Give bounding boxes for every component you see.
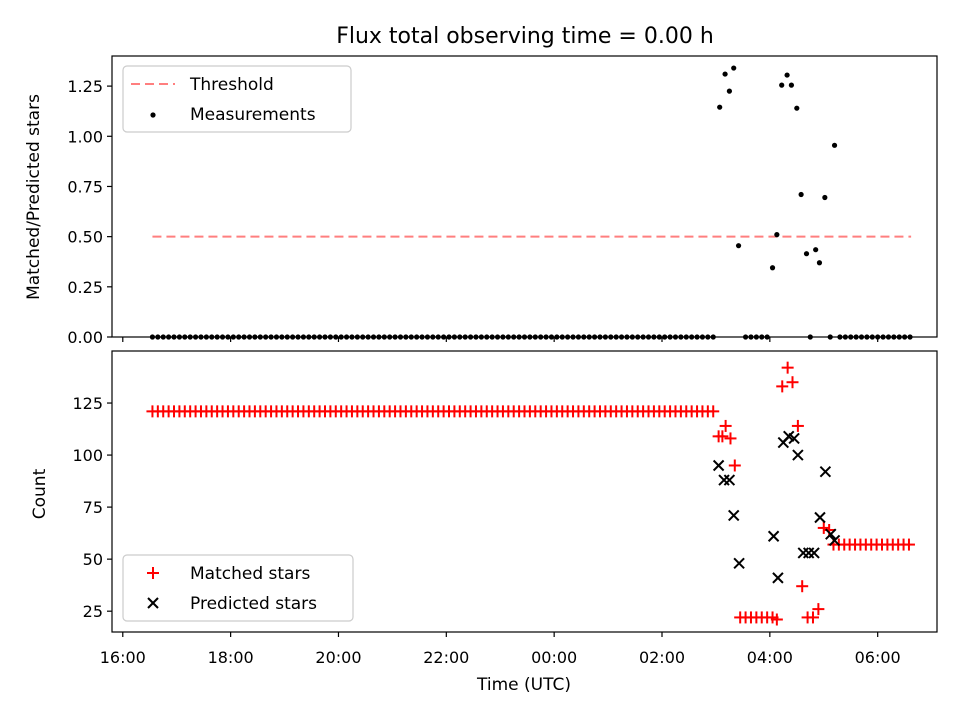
count-y-tick-label: 125 [72, 394, 103, 413]
count-x-tick-label: 22:00 [423, 648, 469, 667]
threshold-legend-label: Threshold [189, 75, 274, 95]
predicted-stars-legend-swatch [147, 597, 159, 609]
measurement-point [803, 251, 810, 257]
ratio-y-tick-label: 1.00 [67, 127, 103, 146]
measurement-point [831, 142, 838, 148]
count-y-tick-label: 75 [83, 498, 103, 517]
measurement-point [788, 82, 795, 88]
ratio-y-tick-label: 1.25 [67, 77, 103, 96]
ratio-y-axis-label: Matched/Predicted stars [24, 94, 44, 300]
count-legend: Matched stars Predicted stars [122, 554, 354, 622]
ratio-panel: Flux total observing time = 0.00 h Match… [24, 24, 938, 347]
measurements-legend-swatch [150, 112, 156, 118]
count-y-ticks: 25 50 75 100 125 [72, 394, 112, 621]
count-x-tick-label: 18:00 [208, 648, 254, 667]
matched-star-point [902, 538, 915, 551]
count-x-tick-label: 04:00 [747, 648, 793, 667]
matched-star-point [776, 380, 789, 393]
predicted-star-point [819, 466, 832, 478]
count-y-tick-label: 50 [83, 550, 103, 569]
measurement-point [722, 71, 728, 77]
predicted-star-point [712, 459, 725, 472]
matched-star-point [716, 430, 729, 443]
predicted-star-point [733, 557, 745, 570]
predicted-star-point [828, 534, 841, 547]
count-series [146, 361, 915, 626]
matched-star-point [781, 361, 794, 374]
measurement-point [726, 88, 733, 94]
matched-star-point [770, 613, 783, 626]
measurement-point [794, 105, 800, 111]
matched-star-point [707, 405, 720, 418]
count-x-tick-label: 16:00 [100, 648, 146, 667]
matched-star-point [823, 524, 836, 537]
predicted-star-point [767, 530, 780, 542]
ratio-axes-frame [111, 55, 938, 338]
matched-star-point [724, 432, 737, 445]
ratio-y-tick-label: 0.50 [67, 228, 103, 247]
predicted-star-point [723, 474, 736, 486]
ratio-y-tick-label: 0.75 [67, 177, 103, 196]
matched-stars-legend-label: Matched stars [190, 564, 310, 584]
count-y-axis-label: Count [30, 468, 50, 519]
measurement-point [784, 72, 790, 78]
matched-star-point [786, 376, 799, 389]
predicted-star-point [788, 432, 800, 445]
count-y-tick-label: 25 [83, 602, 103, 621]
x-axis-label: Time (UTC) [476, 675, 571, 695]
ratio-y-tick-label: 0.25 [67, 278, 103, 297]
measurement-point [779, 82, 785, 88]
predicted-star-point [808, 547, 820, 559]
measurements-legend-label: Measurements [190, 105, 316, 125]
ratio-y-ticks: 0.00 0.25 0.50 0.75 1.00 1.25 [67, 77, 112, 347]
matched-star-point [796, 580, 809, 593]
measurement-point [735, 243, 742, 249]
ratio-y-tick-label: 0.00 [67, 328, 103, 347]
predicted-star-point [772, 572, 784, 584]
count-x-tick-label: 06:00 [855, 648, 901, 667]
predicted-star-point [825, 528, 837, 540]
matched-star-point [728, 459, 741, 472]
predicted-star-point [792, 449, 804, 461]
count-y-tick-label: 100 [72, 446, 103, 465]
measurement-point [816, 260, 823, 266]
predicted-star-point [814, 511, 826, 524]
measurement-point [774, 232, 780, 238]
ratio-legend: Threshold Measurements [122, 65, 352, 133]
count-legend-frame [122, 554, 354, 622]
matched-star-point [817, 521, 830, 534]
measurement-point [813, 247, 819, 253]
count-x-tick-label: 02:00 [639, 648, 685, 667]
matched-star-point [791, 419, 804, 432]
measurement-point [798, 191, 804, 198]
measurement-point [769, 265, 776, 271]
count-panel: Count 25 50 75 100 125 16:00 18:00 20:00 22:00 0… [30, 350, 938, 695]
chart-title: Flux total observing time = 0.00 h [336, 24, 714, 49]
count-x-tick-label: 00:00 [531, 648, 577, 667]
predicted-star-point [728, 509, 740, 522]
matched-star-point [806, 611, 819, 624]
matched-star-point [719, 419, 732, 432]
ratio-legend-frame [122, 65, 352, 133]
count-axes-frame [111, 350, 938, 633]
measurement-point [717, 104, 723, 110]
measurement-point [731, 65, 737, 71]
ratio-x-ticks [122, 337, 879, 342]
matched-stars-legend-swatch [147, 567, 159, 579]
count-x-ticks: 16:00 18:00 20:00 22:00 00:00 02:00 04:00 06:00 [100, 632, 901, 667]
matched-star-point [812, 603, 825, 616]
predicted-stars-legend-label: Predicted stars [190, 594, 317, 614]
count-x-tick-label: 20:00 [315, 648, 361, 667]
measurement-point [822, 194, 828, 201]
